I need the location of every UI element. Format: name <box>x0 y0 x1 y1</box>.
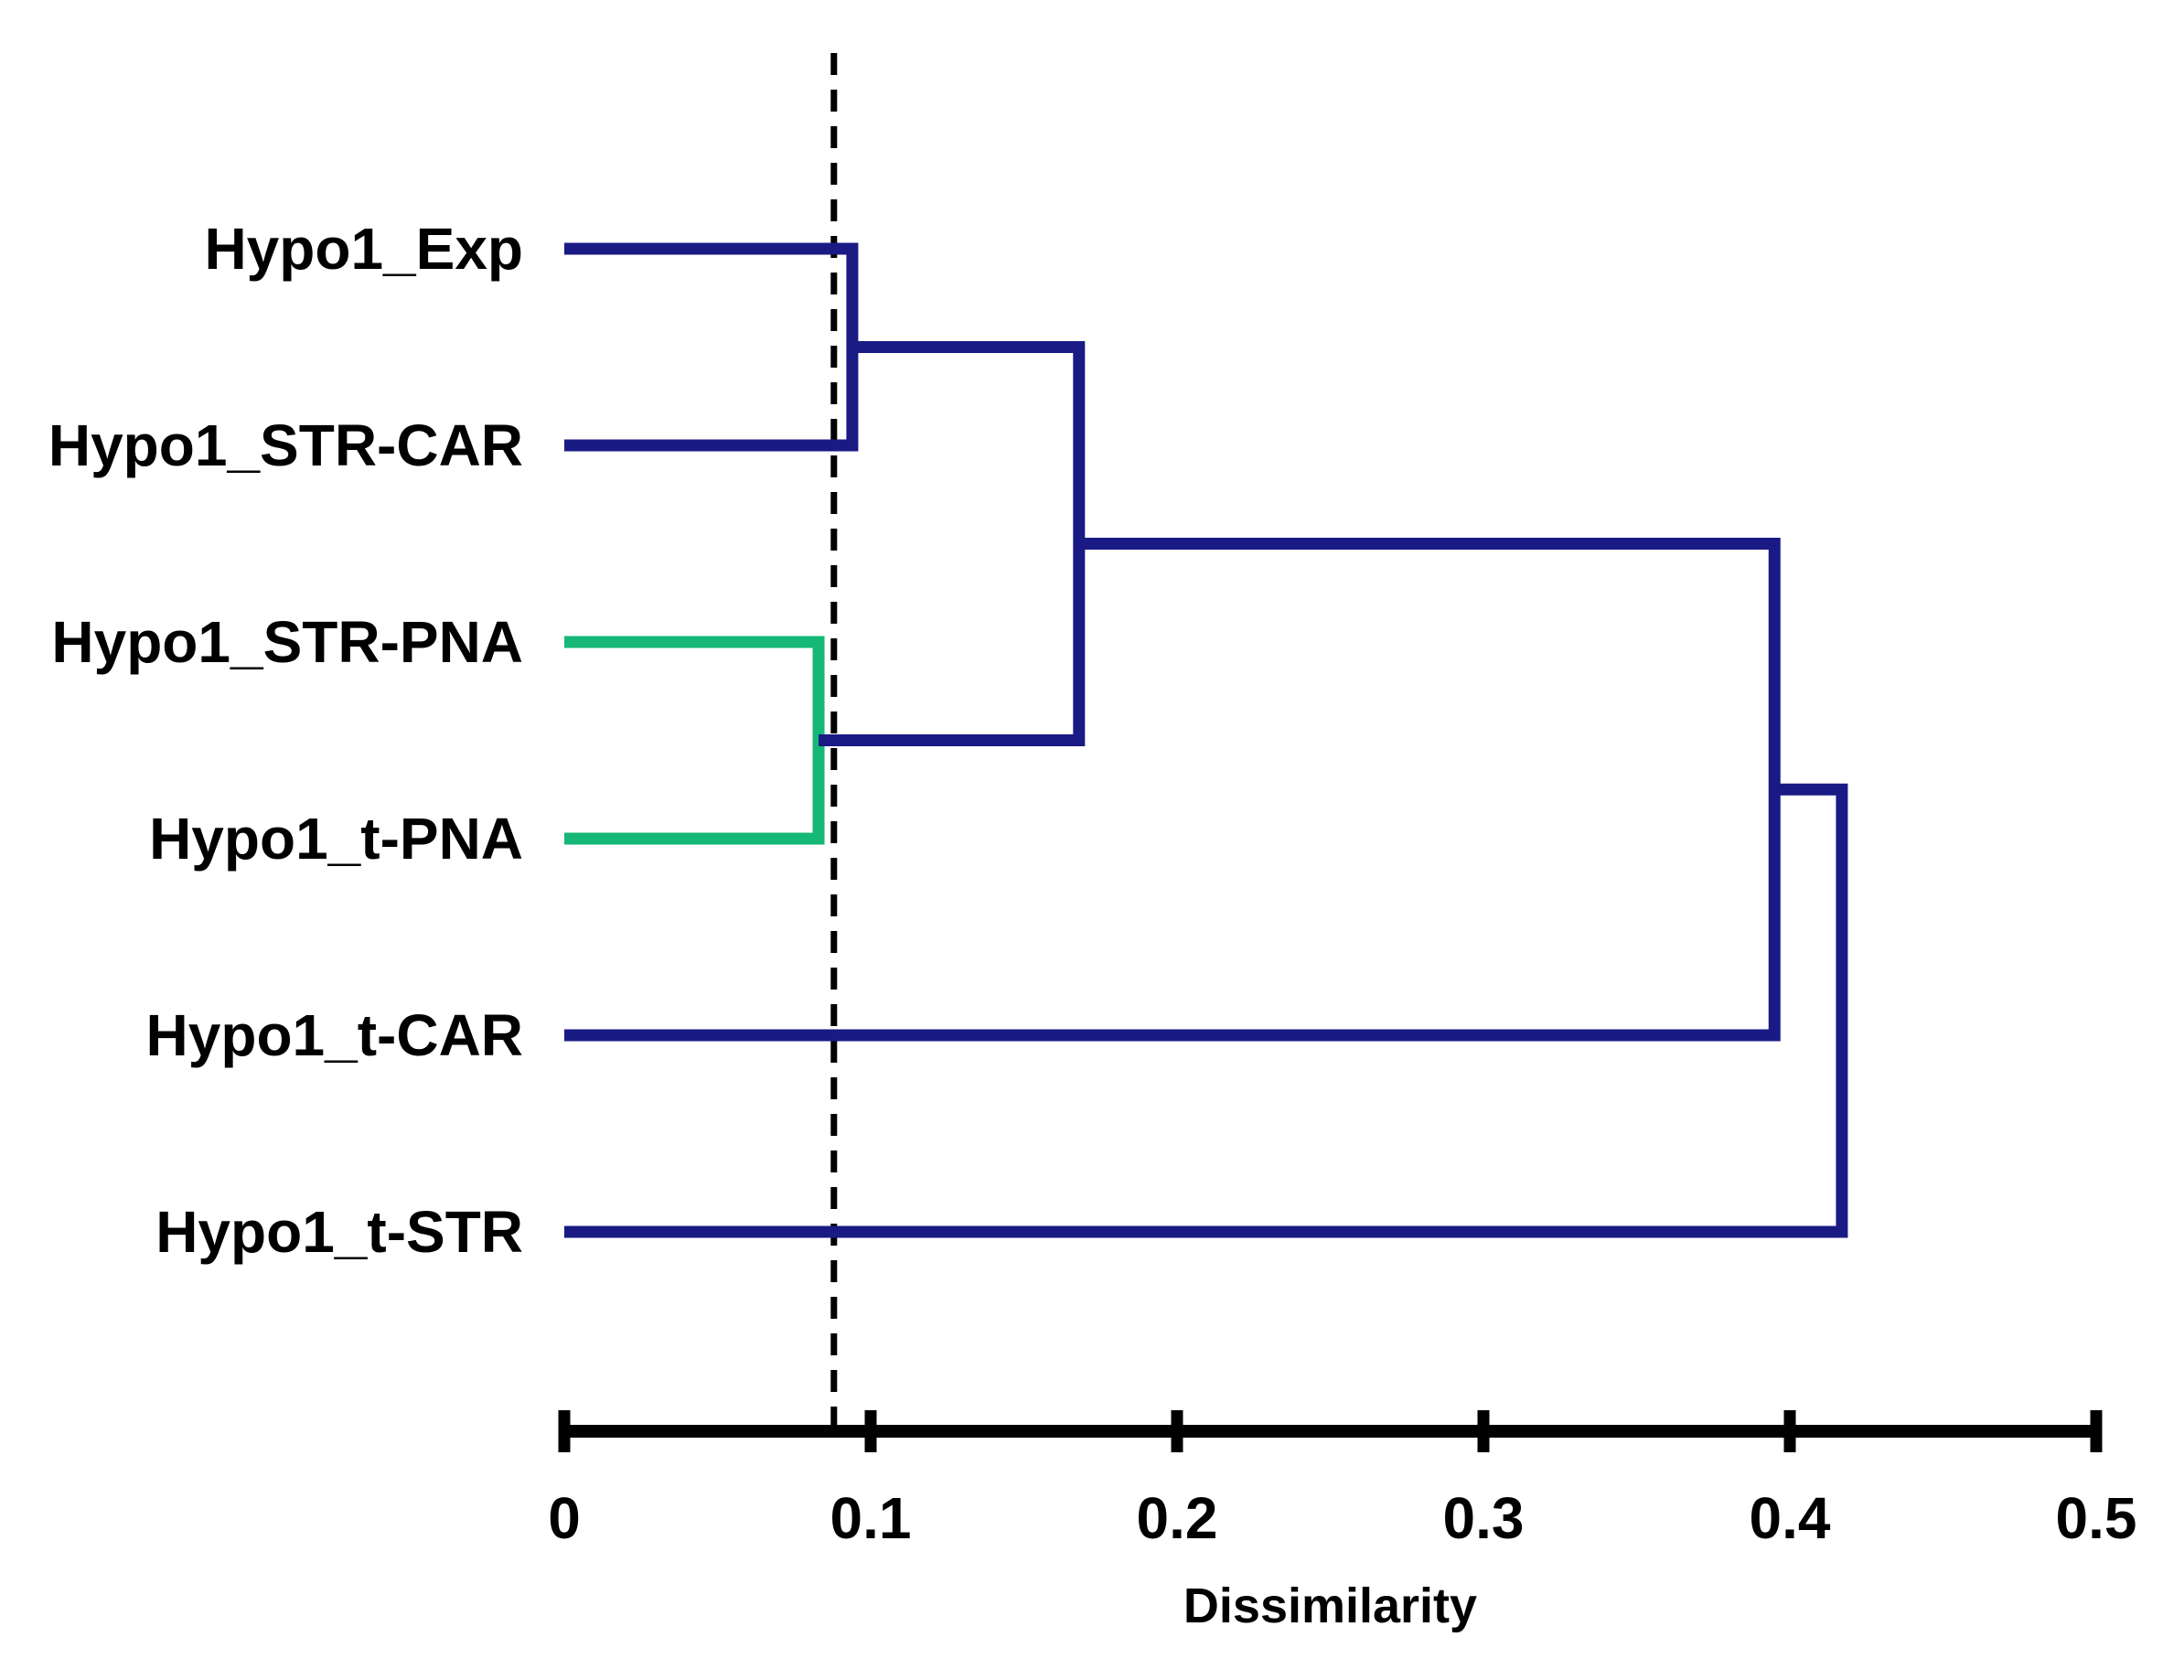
cluster-branch-m2 <box>564 636 825 845</box>
x-axis-tick-label-0: 0 <box>548 1485 581 1551</box>
leaf-label-Hypo1_STR-CAR: Hypo1_STR-CAR <box>48 412 523 478</box>
leaf-label-Hypo1_STR-PNA: Hypo1_STR-PNA <box>51 609 523 675</box>
cluster-branch-m4 <box>564 538 1781 1042</box>
leaf-label-Hypo1_t-CAR: Hypo1_t-CAR <box>146 1002 523 1068</box>
leaf-label-Hypo1_t-PNA: Hypo1_t-PNA <box>149 806 523 872</box>
cluster-branch-m1 <box>564 242 859 452</box>
x-axis-tick-label-0.5: 0.5 <box>2056 1485 2137 1551</box>
x-axis-tick-label-0.1: 0.1 <box>830 1485 912 1551</box>
x-axis-tick-label-0.3: 0.3 <box>1443 1485 1525 1551</box>
x-axis-title: Dissimilarity <box>1183 1578 1477 1633</box>
x-axis-tick-label-0.4: 0.4 <box>1750 1485 1831 1551</box>
leaf-label-Hypo1_t-STR: Hypo1_t-STR <box>155 1199 523 1265</box>
cluster-branch-m5 <box>564 783 1848 1238</box>
leaf-label-Hypo1_Exp: Hypo1_Exp <box>204 216 523 282</box>
x-axis-tick-label-0.2: 0.2 <box>1137 1485 1218 1551</box>
